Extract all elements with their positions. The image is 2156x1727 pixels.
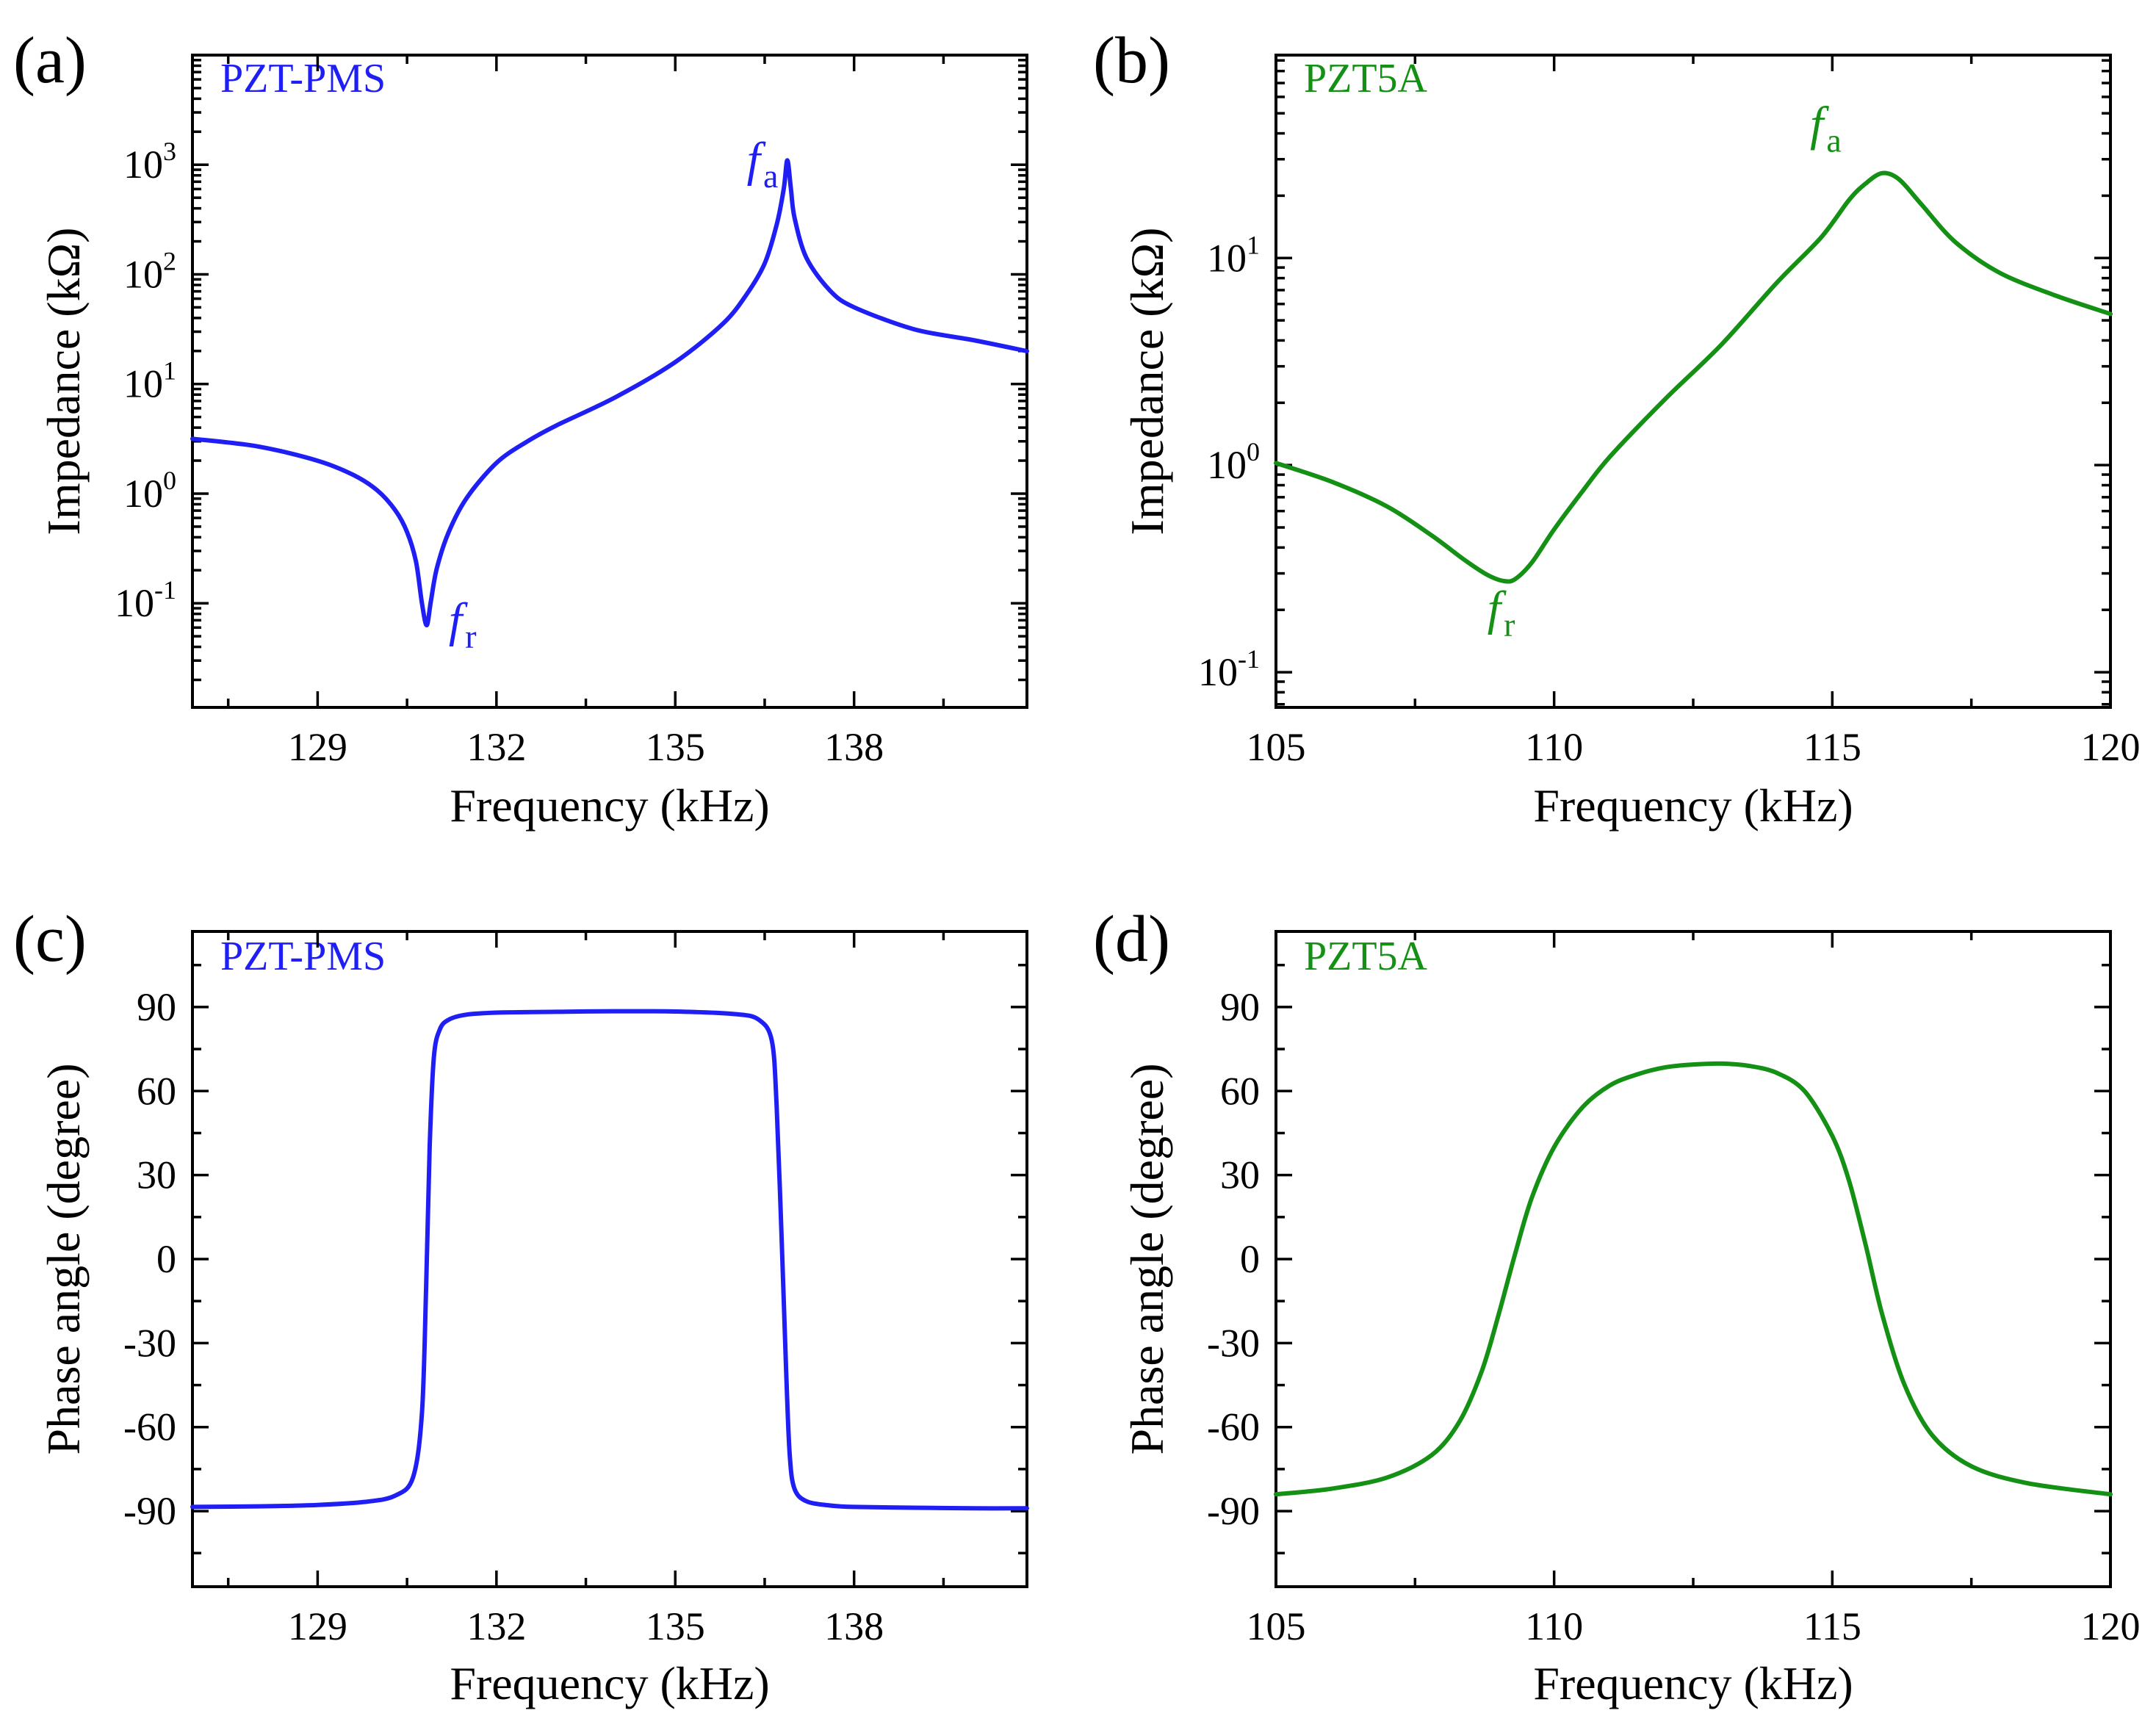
x-tick-label: 132	[466, 725, 526, 769]
x-tick-label: 105	[1247, 1604, 1306, 1648]
x-tick-label: 110	[1525, 725, 1583, 769]
panel-d-phase-pzt5a: (d) PZT5A 105 110 115 120 -90 -60 -30 0 30 60 90 F…	[1093, 903, 2141, 1709]
annotation-fr: fr	[449, 594, 477, 655]
y-tick-exponent: 3	[163, 137, 176, 166]
x-tick-label: 135	[646, 725, 705, 769]
y-tick-label: 90	[137, 985, 176, 1029]
annotation-fa: fa	[1810, 98, 1842, 159]
y-tick-label: 30	[137, 1153, 176, 1197]
panel-b-annotations: fr fa	[1488, 98, 1842, 644]
panel-d-phase-curve	[1274, 1061, 2113, 1497]
y-tick-label: 30	[1220, 1153, 1260, 1197]
y-tick-exponent: 0	[1247, 437, 1260, 466]
annotation-fr-subscript: r	[1504, 606, 1515, 643]
y-tick-label: 90	[1220, 985, 1260, 1029]
panel-d-x-axis-label: Frequency (kHz)	[1533, 1657, 1853, 1709]
x-tick-label: 105	[1247, 725, 1306, 769]
annotation-fr-subscript: r	[465, 618, 476, 655]
panel-a-x-axis-label: Frequency (kHz)	[450, 779, 769, 832]
y-tick-label: 102	[123, 246, 176, 296]
y-tick-label: -90	[123, 1489, 176, 1533]
y-tick-label: 101	[1207, 230, 1260, 280]
panel-d-letter: (d)	[1093, 903, 1170, 976]
x-tick-label: 120	[2081, 1604, 2141, 1648]
x-tick-label: 120	[2081, 725, 2141, 769]
x-tick-label: 115	[1803, 1604, 1861, 1648]
y-tick-label: 100	[1207, 437, 1260, 487]
panel-b-plot-frame	[1275, 54, 2112, 709]
x-tick-label: 132	[466, 1604, 526, 1648]
y-tick-exponent: 2	[163, 246, 176, 275]
y-tick-label: 10-1	[115, 575, 176, 625]
panel-b-impedance-curve	[1274, 170, 2113, 584]
y-tick-label: -30	[1207, 1321, 1260, 1365]
y-tick-label: 101	[123, 356, 176, 406]
x-tick-label: 138	[824, 1604, 884, 1648]
y-tick-label: -30	[123, 1321, 176, 1365]
annotation-fa-subscript: a	[763, 157, 778, 195]
panel-c-phase-curve	[190, 1009, 1029, 1511]
panel-a-series-name: PZT-PMS	[220, 56, 386, 101]
x-tick-label: 110	[1525, 1604, 1583, 1648]
y-tick-label: 10-1	[1198, 644, 1260, 694]
y-tick-exponent: -1	[1238, 644, 1260, 674]
panel-c-letter: (c)	[13, 903, 87, 976]
panel-a-impedance-curve	[190, 158, 1029, 628]
y-tick-label: 0	[156, 1237, 176, 1281]
y-tick-label: 60	[1220, 1069, 1260, 1113]
panel-b-x-axis-label: Frequency (kHz)	[1533, 779, 1853, 832]
panel-d-series-name: PZT5A	[1304, 934, 1428, 979]
y-tick-label: -60	[123, 1405, 176, 1449]
panel-a-annotations: fr fa	[449, 133, 778, 655]
panel-a-y-axis-label: Impedance (kΩ)	[37, 228, 90, 536]
panel-a-plot-frame	[191, 54, 1028, 709]
x-tick-label: 129	[288, 1604, 347, 1648]
y-tick-label: -60	[1207, 1405, 1260, 1449]
panel-b-letter: (b)	[1093, 24, 1170, 97]
panel-c-ticks: 129 132 135 138 -90 -60 -30 0 30 60 90	[123, 931, 1027, 1648]
panel-c-x-axis-label: Frequency (kHz)	[450, 1657, 769, 1709]
annotation-fa-subscript: a	[1826, 122, 1841, 159]
x-tick-label: 115	[1803, 725, 1861, 769]
y-tick-label: 60	[137, 1069, 176, 1113]
y-tick-exponent: 0	[163, 466, 176, 495]
panel-b-y-axis-label: Impedance (kΩ)	[1121, 228, 1173, 536]
panel-c-plot-frame	[191, 930, 1028, 1588]
y-tick-label: -90	[1207, 1489, 1260, 1533]
panel-d-plot-frame	[1275, 930, 2112, 1588]
panel-c-phase-pzt-pms: (c) PZT-PMS 129 132 135 138 -90 -60 -30 0 30 60 90…	[13, 903, 1029, 1709]
panel-d-ticks: 105 110 115 120 -90 -60 -30 0 30 60 90	[1207, 931, 2141, 1648]
annotation-fa: fa	[747, 133, 779, 195]
panel-c-series-name: PZT-PMS	[220, 934, 386, 979]
panel-a-impedance-pzt-pms: (a) PZT-PMS 129 132 135 13810-1100101102103…	[13, 24, 1029, 832]
x-tick-label: 129	[288, 725, 347, 769]
y-tick-label: 0	[1240, 1237, 1260, 1281]
x-tick-label: 138	[824, 725, 884, 769]
panel-a-letter: (a)	[13, 24, 87, 97]
y-tick-label: 103	[123, 137, 176, 187]
annotation-fr: fr	[1488, 582, 1515, 643]
y-tick-exponent: 1	[163, 356, 176, 386]
panel-c-y-axis-label: Phase angle (degree)	[37, 1063, 90, 1454]
y-tick-exponent: 1	[1247, 230, 1260, 259]
y-tick-exponent: -1	[154, 575, 176, 605]
panel-b-series-name: PZT5A	[1304, 56, 1428, 101]
panel-d-y-axis-label: Phase angle (degree)	[1121, 1063, 1173, 1454]
y-tick-label: 100	[123, 466, 176, 516]
x-tick-label: 135	[646, 1604, 705, 1648]
